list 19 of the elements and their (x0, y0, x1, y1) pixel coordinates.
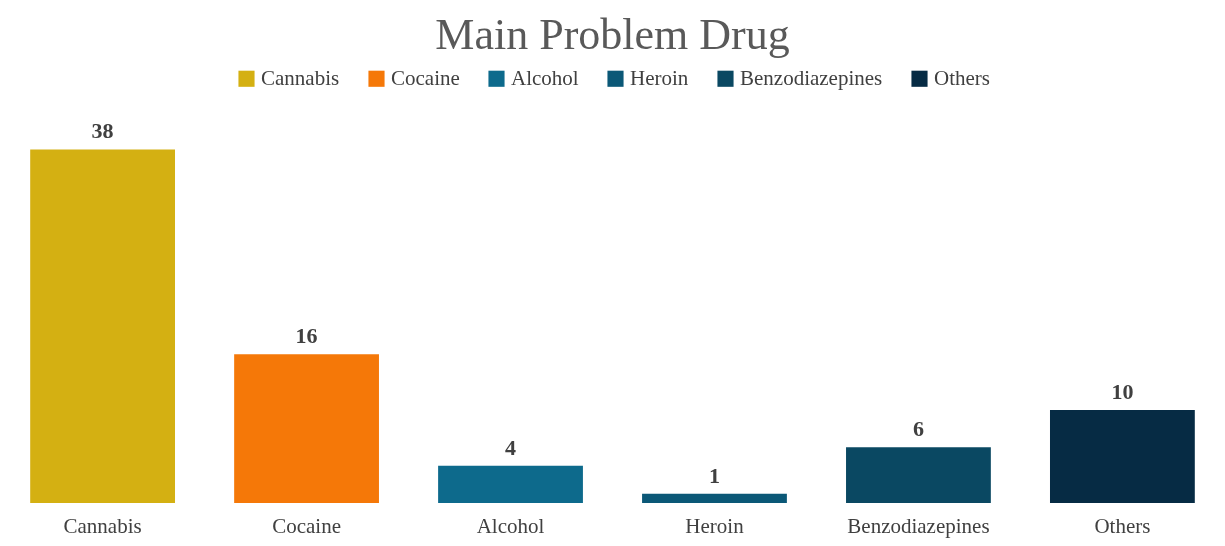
chart-title: Main Problem Drug (435, 10, 790, 59)
data-label: 16 (295, 323, 318, 349)
legend-label: Cannabis (261, 65, 340, 90)
legend-label: Benzodiazepines (740, 65, 883, 90)
x-tick-label: Cannabis (63, 513, 142, 538)
data-label: 6 (912, 416, 924, 442)
x-tick-label: Heroin (685, 513, 745, 538)
data-label: 38 (91, 118, 114, 144)
data-label: 10 (1111, 378, 1134, 404)
x-tick-label: Others (1094, 513, 1151, 538)
legend-label: Alcohol (511, 65, 579, 90)
legend-label: Cocaine (391, 65, 460, 90)
legend-label: Heroin (630, 65, 689, 90)
x-tick-label: Alcohol (476, 513, 545, 538)
x-tick-label: Cocaine (272, 513, 341, 538)
legend-label: Others (934, 65, 990, 90)
data-label: 1 (708, 462, 720, 488)
data-label: 4 (505, 434, 517, 460)
x-tick-label: Benzodiazepines (847, 513, 990, 538)
